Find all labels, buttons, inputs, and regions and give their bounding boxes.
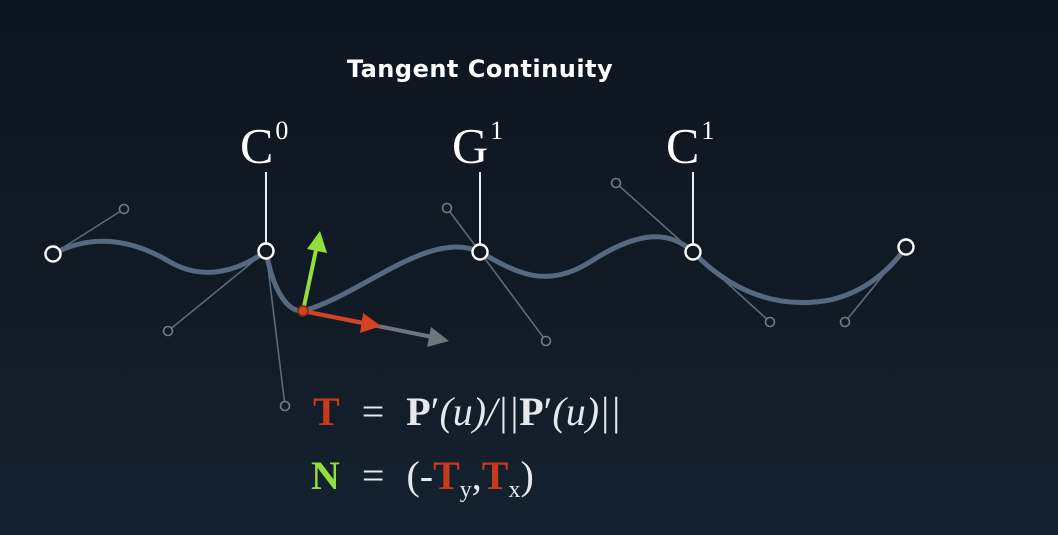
comma: , — [472, 453, 482, 498]
handle-point[interactable] — [766, 318, 775, 327]
normal-symbol: N — [311, 453, 340, 498]
handle-point[interactable] — [164, 327, 173, 336]
handle-point[interactable] — [612, 179, 621, 188]
tangent-vector-arrowhead — [360, 313, 381, 333]
sample-point[interactable] — [298, 306, 308, 316]
joint-point-g1[interactable] — [473, 245, 488, 260]
handle-point[interactable] — [542, 337, 551, 346]
equals-sign: = — [362, 389, 385, 434]
norm-argument: (u)|| — [552, 389, 621, 434]
equals-sign: = — [362, 453, 385, 498]
tangent-vector — [303, 311, 364, 323]
normal-vector — [303, 250, 316, 311]
curve-endpoint-end[interactable] — [899, 240, 914, 255]
tangent-y-symbol: T — [433, 453, 460, 498]
subscript-x: x — [508, 477, 520, 503]
joint-point-c1[interactable] — [686, 245, 701, 260]
tangent-equation: T=P′(u)/||P′(u)|| — [313, 388, 621, 435]
close-paren: ) — [520, 453, 533, 498]
derivative-p: P — [406, 389, 430, 434]
continuation-vector-arrowhead — [427, 327, 449, 347]
normal-equation: N=(-Ty,Tx) — [311, 452, 534, 504]
subscript-y: y — [460, 477, 472, 503]
curve-endpoint-start[interactable] — [46, 247, 61, 262]
norm-p: P — [519, 389, 543, 434]
handle-point[interactable] — [120, 205, 129, 214]
tangent-x-symbol: T — [482, 453, 509, 498]
tangent-symbol: T — [313, 389, 340, 434]
joint-point-c0[interactable] — [259, 244, 274, 259]
handle-point[interactable] — [841, 318, 850, 327]
handle-point[interactable] — [443, 204, 452, 213]
normal-vector-arrowhead — [307, 231, 327, 253]
handle-point[interactable] — [281, 402, 290, 411]
open-paren: (- — [406, 453, 433, 498]
derivative-argument: (u)/|| — [439, 389, 519, 434]
